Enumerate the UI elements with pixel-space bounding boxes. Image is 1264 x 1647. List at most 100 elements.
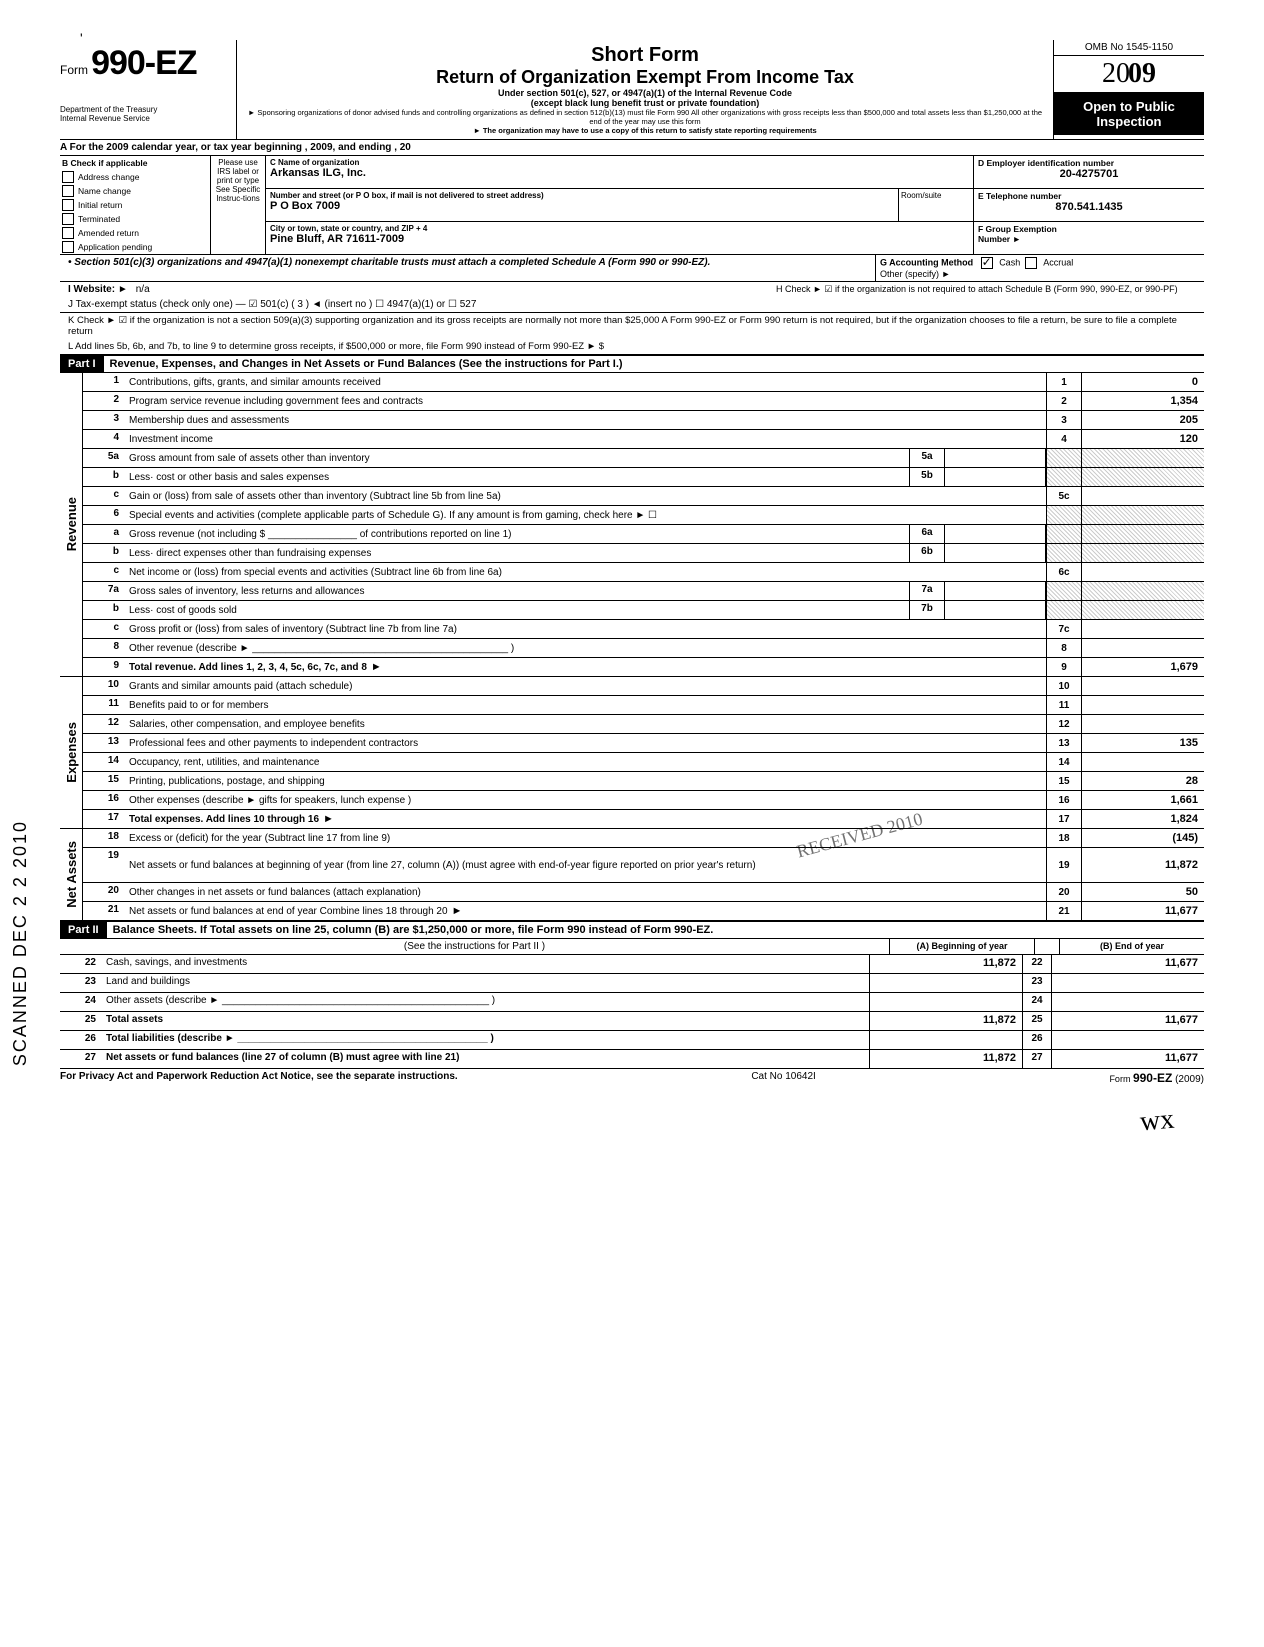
group-exemption-label: F Group Exemption xyxy=(978,224,1200,234)
chk-address-change: Address change xyxy=(60,170,210,184)
line-17: 17Total expenses. Add lines 10 through 1… xyxy=(83,810,1204,828)
line-1: 1Contributions, gifts, grants, and simil… xyxy=(83,373,1204,392)
j-tax-status: J Tax-exempt status (check only one) — ☑… xyxy=(60,297,1204,313)
chk-terminated: Terminated xyxy=(60,212,210,226)
chk-app-pending: Application pending xyxy=(60,240,210,254)
bal-line-25: 25Total assets11,8722511,677 xyxy=(60,1012,1204,1031)
addr-label: Number and street (or P O box, if mail i… xyxy=(270,191,894,200)
dept-irs: Internal Revenue Service xyxy=(60,114,230,123)
line-c: cGross profit or (loss) from sales of in… xyxy=(83,620,1204,639)
col-b-header: (B) End of year xyxy=(1059,939,1204,954)
group-exemption-num: Number ► xyxy=(978,234,1200,244)
chk-amended: Amended return xyxy=(60,226,210,240)
bal-line-24: 24Other assets (describe ► _____________… xyxy=(60,993,1204,1012)
website-value: n/a xyxy=(136,284,150,295)
col-a-header: (A) Beginning of year xyxy=(889,939,1034,954)
omb-number: OMB No 1545-1150 xyxy=(1054,40,1204,56)
line-12: 12Salaries, other compensation, and empl… xyxy=(83,715,1204,734)
phone-value: 870.541.1435 xyxy=(978,201,1200,213)
line-b: bLess· cost of goods sold7b xyxy=(83,601,1204,620)
line-5a: 5aGross amount from sale of assets other… xyxy=(83,449,1204,468)
line-10: 10Grants and similar amounts paid (attac… xyxy=(83,677,1204,696)
bal-line-23: 23Land and buildings23 xyxy=(60,974,1204,993)
netassets-vlabel: Net Assets xyxy=(64,841,79,908)
org-name-label: C Name of organization xyxy=(270,158,969,167)
accounting-method: G Accounting Method Cash Accrual xyxy=(880,257,1200,269)
room-label: Room/suite xyxy=(898,189,973,221)
part-1-header: Part I Revenue, Expenses, and Changes in… xyxy=(60,355,1204,373)
addr-value: P O Box 7009 xyxy=(270,200,894,212)
tax-year: 2009 xyxy=(1054,56,1204,93)
bal-line-26: 26Total liabilities (describe ► ________… xyxy=(60,1031,1204,1050)
short-form-title: Short Form xyxy=(243,44,1047,67)
org-info-block: B Check if applicable Address change Nam… xyxy=(60,156,1204,255)
website-label: I Website: ► xyxy=(68,284,128,295)
line-2: 2Program service revenue including gover… xyxy=(83,392,1204,411)
part-2-header: Part II Balance Sheets. If Total assets … xyxy=(60,921,1204,939)
balance-header: (See the instructions for Part II ) (A) … xyxy=(60,939,1204,955)
subtitle-1: Under section 501(c), 527, or 4947(a)(1)… xyxy=(243,88,1047,98)
line-19: 19Net assets or fund balances at beginni… xyxy=(83,848,1204,883)
main-title: Return of Organization Exempt From Incom… xyxy=(243,67,1047,88)
page-footer: For Privacy Act and Paperwork Reduction … xyxy=(60,1069,1204,1087)
subtitle-3: ► Sponsoring organizations of donor advi… xyxy=(243,108,1047,126)
cat-no: Cat No 10642I xyxy=(751,1071,816,1085)
decorative-mark: ' xyxy=(80,30,83,46)
phone-label: E Telephone number xyxy=(978,191,1200,201)
revenue-section: Revenue 1Contributions, gifts, grants, a… xyxy=(60,373,1204,677)
line-b: bLess· direct expenses other than fundra… xyxy=(83,544,1204,563)
line-c: cNet income or (loss) from special event… xyxy=(83,563,1204,582)
line-a: aGross revenue (not including $ ________… xyxy=(83,525,1204,544)
city-value: Pine Bluff, AR 71611-7009 xyxy=(270,233,969,245)
line-3: 3Membership dues and assessments3205 xyxy=(83,411,1204,430)
netassets-section: Net Assets 18Excess or (deficit) for the… xyxy=(60,829,1204,921)
line-18: 18Excess or (deficit) for the year (Subt… xyxy=(83,829,1204,848)
ein-label: D Employer identification number xyxy=(978,158,1200,168)
chk-accrual xyxy=(1025,257,1037,269)
city-label: City or town, state or country, and ZIP … xyxy=(270,224,969,233)
part-2-label: Part II xyxy=(60,922,107,938)
see-instructions: (See the instructions for Part II ) xyxy=(60,939,889,954)
expenses-section: Expenses 10Grants and similar amounts pa… xyxy=(60,677,1204,829)
line-11: 11Benefits paid to or for members11 xyxy=(83,696,1204,715)
bal-line-22: 22Cash, savings, and investments11,87222… xyxy=(60,955,1204,974)
h-check: H Check ► ☑ if the organization is not r… xyxy=(776,284,1196,295)
decorative-mark: · xyxy=(120,58,123,69)
l-gross-receipts: L Add lines 5b, 6b, and 7b, to line 9 to… xyxy=(60,339,1204,355)
chk-name-change: Name change xyxy=(60,184,210,198)
ein-value: 20-4275701 xyxy=(978,168,1200,180)
line-15: 15Printing, publications, postage, and s… xyxy=(83,772,1204,791)
b-header: B Check if applicable xyxy=(60,156,210,170)
k-check: K Check ► ☑ if the organization is not a… xyxy=(60,313,1204,339)
accounting-other: Other (specify) ► xyxy=(880,269,1200,279)
bal-line-27: 27Net assets or fund balances (line 27 o… xyxy=(60,1050,1204,1069)
scan-stamp: SCANNED DEC 2 2 2010 xyxy=(10,820,31,1066)
chk-cash xyxy=(981,257,993,269)
part-1-label: Part I xyxy=(60,356,104,372)
line-4: 4Investment income4120 xyxy=(83,430,1204,449)
line-8: 8Other revenue (describe ► _____________… xyxy=(83,639,1204,658)
signature: wx xyxy=(1138,1104,1175,1139)
expenses-vlabel: Expenses xyxy=(64,722,79,783)
dept-treasury: Department of the Treasury xyxy=(60,105,230,114)
row-a-tax-year: A For the 2009 calendar year, or tax yea… xyxy=(60,140,1204,156)
chk-initial-return: Initial return xyxy=(60,198,210,212)
open-public-2: Inspection xyxy=(1056,114,1202,129)
please-label: Please use IRS label or print or type Se… xyxy=(211,156,266,254)
line-21: 21Net assets or fund balances at end of … xyxy=(83,902,1204,920)
form-number: 990-EZ xyxy=(91,44,197,82)
line-7a: 7aGross sales of inventory, less returns… xyxy=(83,582,1204,601)
open-public-1: Open to Public xyxy=(1056,99,1202,114)
line-c: cGain or (loss) from sale of assets othe… xyxy=(83,487,1204,506)
privacy-notice: For Privacy Act and Paperwork Reduction … xyxy=(60,1071,458,1085)
form-ref: Form 990-EZ (2009) xyxy=(1109,1071,1204,1085)
line-14: 14Occupancy, rent, utilities, and mainte… xyxy=(83,753,1204,772)
section-501-text: • Section 501(c)(3) organizations and 49… xyxy=(60,255,875,281)
revenue-vlabel: Revenue xyxy=(64,497,79,551)
line-b: bLess· cost or other basis and sales exp… xyxy=(83,468,1204,487)
line-6: 6Special events and activities (complete… xyxy=(83,506,1204,525)
line-20: 20Other changes in net assets or fund ba… xyxy=(83,883,1204,902)
part-1-desc: Revenue, Expenses, and Changes in Net As… xyxy=(104,356,1204,372)
org-name: Arkansas ILG, Inc. xyxy=(270,167,969,179)
form-label: Form xyxy=(60,63,88,77)
